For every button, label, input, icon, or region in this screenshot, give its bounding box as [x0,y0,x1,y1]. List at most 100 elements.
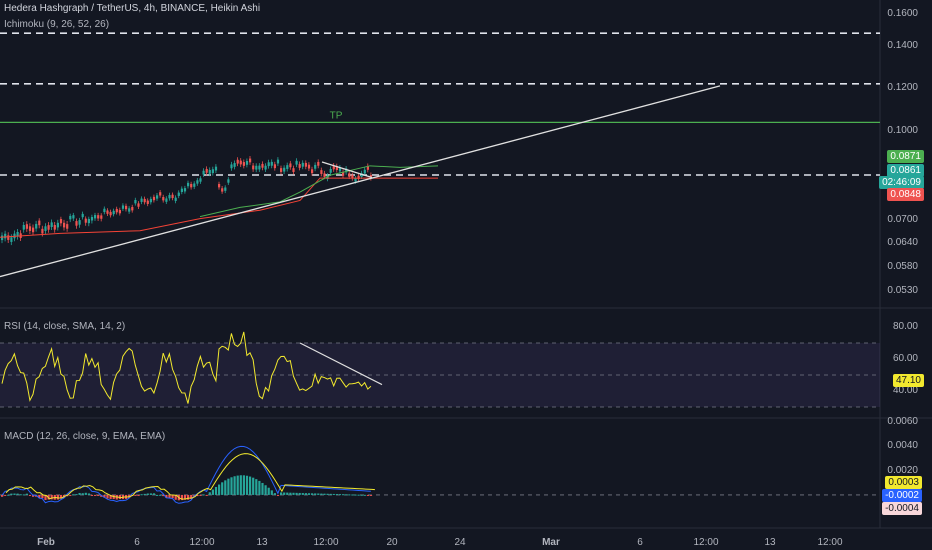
candle [165,198,168,202]
candle [280,168,283,172]
macd-histogram-bar [227,478,230,495]
macd-histogram-bar [218,484,221,495]
candle [162,197,165,201]
macd-histogram-bar [214,486,218,495]
price-tick-label: 0.1000 [887,125,918,136]
x-tick-label: 12:00 [313,537,339,548]
candle [249,158,252,163]
chart-title: Hedera Hashgraph / TetherUS, 4h, BINANCE… [4,3,261,14]
x-tick-label: Mar [542,537,560,548]
candle [323,173,326,177]
macd-histogram-bar [118,494,121,500]
rsi-tick-label: 40.00 [892,385,918,396]
macd-histogram-bar [149,493,152,495]
macd-tick-label: 0.0040 [887,440,918,452]
candle [190,183,193,188]
candle [75,221,78,226]
candle [314,164,317,169]
candle [298,164,301,168]
price-tick-label: 0.0700 [887,214,918,225]
candle [50,222,53,227]
macd-histogram-bar [90,494,94,496]
macd-histogram-bar [311,493,314,495]
macd-histogram-bar [307,493,311,495]
candle [128,208,131,212]
x-tick-label: 12:00 [189,537,215,548]
candle [180,188,183,192]
candle [245,161,249,165]
macd-histogram-bar [224,480,227,495]
candle [276,159,280,164]
macd-histogram-bar [38,494,41,499]
macd-histogram-bar [351,494,354,496]
macd-histogram-bar [348,494,351,496]
candle [78,220,81,225]
candle [363,169,366,174]
candle [218,184,221,188]
x-tick-label: 12:00 [693,537,719,548]
macd-histogram-bar [22,494,25,496]
macd-histogram-bar [357,494,360,496]
price-tick-label: 0.1200 [887,82,918,93]
candle [140,198,143,202]
candle [112,210,115,215]
candle [32,227,35,233]
candle [66,224,69,229]
candle [193,183,196,187]
macd-histogram-bar [94,494,97,496]
candle [304,162,307,167]
candle [301,162,304,167]
candle [338,167,342,172]
macd-histogram-bar [283,492,286,495]
candle [146,200,149,204]
macd-histogram-bar [168,494,171,499]
macd-histogram-bar [261,482,264,495]
rsi-tick-label: 60.00 [892,353,918,364]
candle [28,226,32,231]
macd-histogram-bar [304,493,307,495]
candle [267,162,270,167]
candle [208,169,211,174]
candle [261,163,264,168]
macd-histogram-bar [345,494,348,496]
macd-histogram-bar [174,494,177,500]
candle [233,163,236,167]
ascending-trendline [0,85,721,278]
x-tick-label: 13 [764,537,776,548]
x-tick-label: 6 [134,537,140,548]
candle [143,198,146,203]
candle [4,233,7,239]
x-tick-label: 24 [454,537,466,548]
macd-histogram-bar [56,494,59,500]
candle [7,235,10,240]
macd-histogram-bar [199,494,202,496]
macd-histogram-bar [32,494,35,497]
candle [283,167,286,172]
candle [121,205,125,209]
candle [125,205,128,210]
macd-histogram-bar [249,476,252,495]
candle [118,209,121,214]
macd-histogram-bar [233,476,236,495]
candle [59,219,63,224]
macd-histogram-bar [84,492,87,495]
macd-histogram-bar [134,494,137,496]
candle [56,222,59,228]
candle [25,224,28,229]
low-price-badge: 0.0848 [887,188,924,201]
candle [286,165,289,169]
candle [252,165,255,170]
macd-histogram-bar [97,494,100,496]
candle [87,218,90,224]
candle [41,228,44,234]
macd-histogram-bar [202,494,205,496]
candle [159,192,162,196]
macd-histogram-bar [140,494,143,496]
macd-histogram-bar [75,494,78,496]
macd-histogram-bar [78,492,81,495]
candle [137,203,140,207]
macd-histogram-bar [171,494,174,499]
candle [156,195,159,199]
candle [221,188,224,192]
